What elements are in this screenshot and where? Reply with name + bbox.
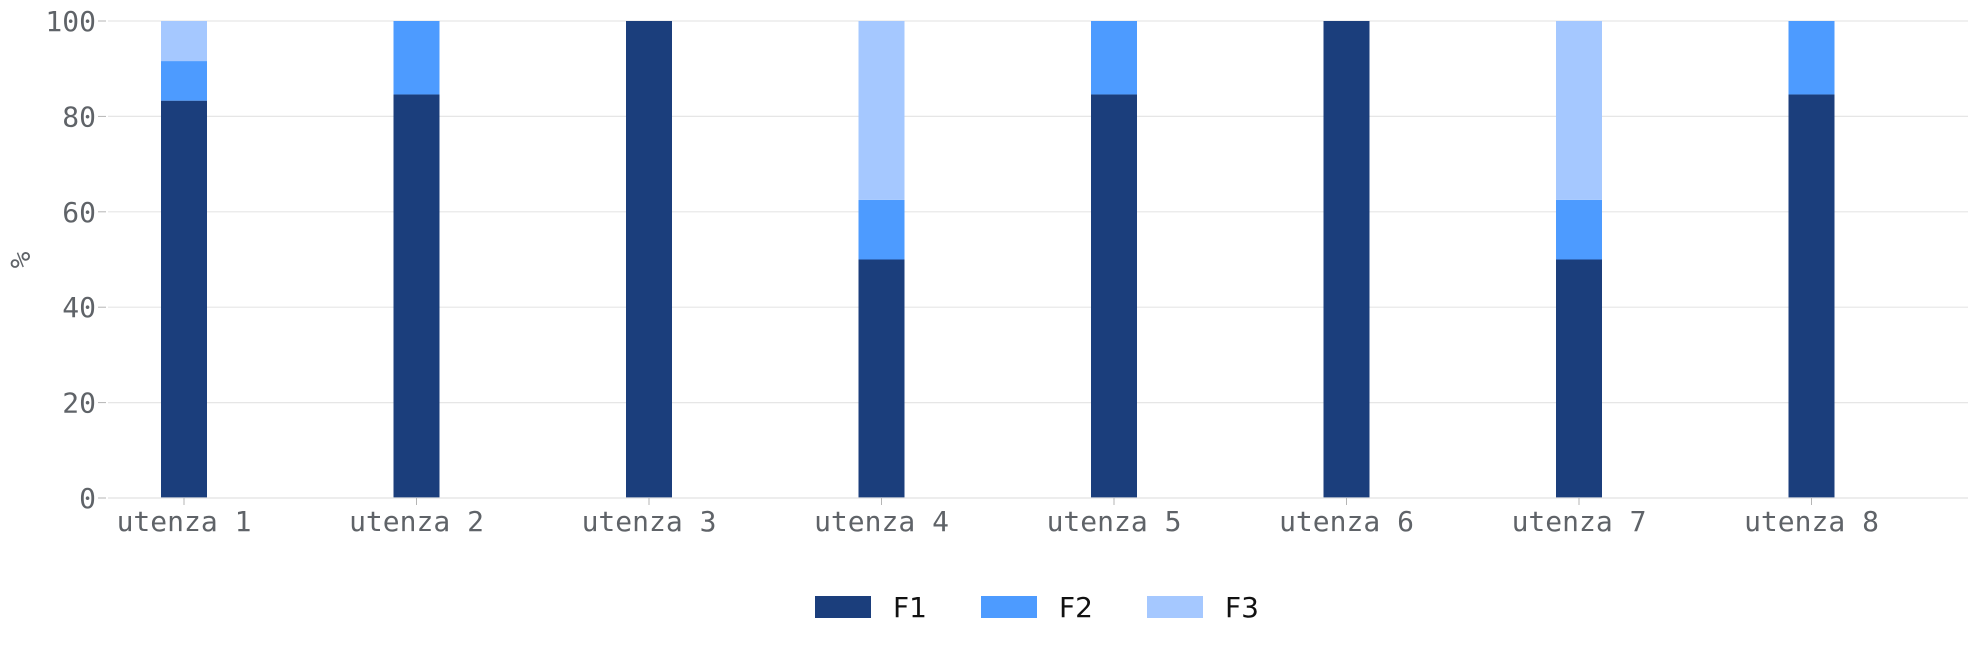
legend-swatch-f2	[981, 596, 1037, 618]
bar-utenza-5-f2	[1091, 21, 1137, 95]
bar-group-utenza-4	[858, 21, 905, 498]
x-tick-label: utenza 6	[1279, 505, 1414, 538]
legend-swatch-f3	[1147, 596, 1203, 618]
bar-utenza-7-f1	[1556, 259, 1602, 498]
axes-layer: 0 20 40 60 80 100% utenza 1 utenza 2 utenza 3 ute…	[4, 5, 1968, 538]
bar-group-utenza-2	[393, 21, 440, 498]
bar-utenza-8-f2	[1788, 21, 1835, 95]
y-tick-label: 40	[62, 291, 96, 324]
bar-utenza-5-f1	[1091, 94, 1137, 498]
y-tick-label: 20	[62, 387, 96, 420]
bar-group-utenza-5	[1091, 21, 1137, 498]
bar-group-utenza-1	[161, 21, 207, 498]
y-axis-label: %	[4, 251, 37, 268]
legend-label-f1: F1	[893, 591, 927, 624]
legend-label-f2: F2	[1059, 591, 1093, 624]
x-tick-label: utenza 3	[582, 505, 717, 538]
grid-layer	[108, 20, 1968, 499]
bar-group-utenza-3	[626, 21, 672, 498]
y-tick-label: 0	[79, 482, 96, 515]
bar-group-utenza-7	[1556, 21, 1602, 498]
bar-utenza-1-f2	[161, 61, 207, 101]
y-tick-label: 80	[62, 100, 96, 133]
y-tick-label: 100	[45, 5, 96, 38]
x-tick-label: utenza 4	[814, 505, 949, 538]
bar-utenza-7-f3	[1556, 21, 1602, 200]
bar-utenza-1-f1	[161, 100, 207, 498]
x-tick-label: utenza 1	[117, 505, 252, 538]
legend-label-f3: F3	[1225, 591, 1259, 624]
bar-utenza-1-f3	[161, 21, 207, 62]
bar-utenza-6-f1	[1323, 21, 1370, 498]
legend-swatch-f1	[815, 596, 871, 618]
legend-item-f1: F1	[815, 591, 927, 624]
bar-group-utenza-6	[1323, 21, 1370, 498]
bar-utenza-4-f2	[858, 199, 905, 260]
x-tick-label: utenza 2	[349, 505, 484, 538]
x-tick-label: utenza 8	[1744, 505, 1879, 538]
legend-layer: F1 F2 F3	[815, 591, 1259, 624]
bar-utenza-4-f1	[858, 259, 905, 498]
legend-item-f3: F3	[1147, 591, 1259, 624]
bar-utenza-2-f2	[393, 21, 440, 95]
bar-utenza-7-f2	[1556, 199, 1602, 260]
x-tick-label: utenza 5	[1047, 505, 1182, 538]
bar-utenza-2-f1	[393, 94, 440, 498]
bar-utenza-4-f3	[858, 21, 905, 200]
bar-utenza-8-f1	[1788, 94, 1835, 498]
legend-item-f2: F2	[981, 591, 1093, 624]
x-tick-label: utenza 7	[1512, 505, 1647, 538]
bar-utenza-3-f1	[626, 21, 672, 498]
bar-group-utenza-8	[1788, 21, 1835, 498]
bars-layer	[161, 21, 1835, 498]
y-tick-label: 60	[62, 196, 96, 229]
